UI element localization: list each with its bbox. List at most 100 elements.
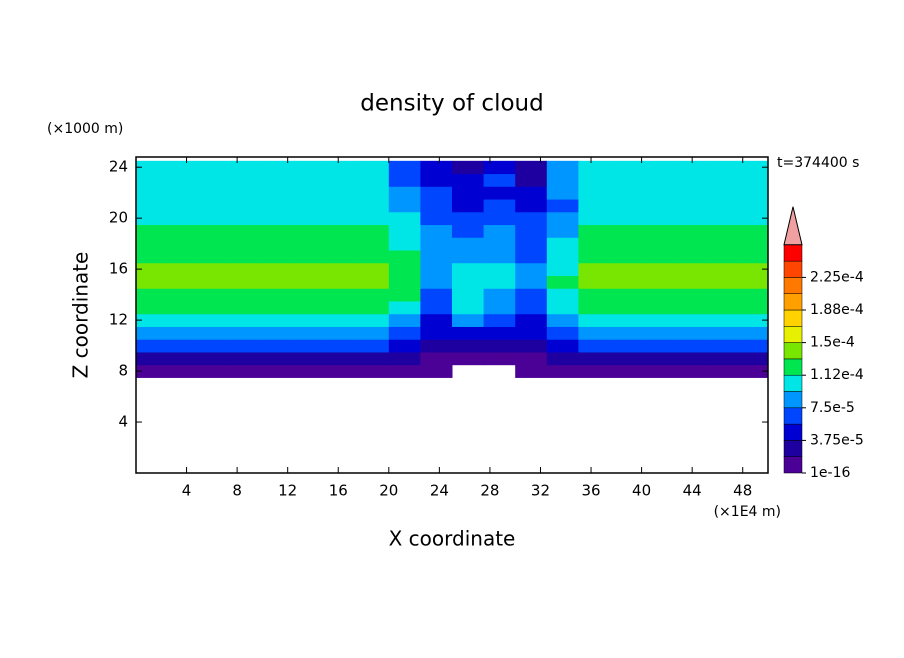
- field-cell: [325, 364, 358, 378]
- field-cell: [483, 211, 516, 226]
- field-cell: [452, 224, 485, 238]
- field-cell: [230, 224, 263, 238]
- field-cell: [325, 262, 358, 276]
- field-cell: [610, 224, 643, 238]
- colorbar-band: [783, 358, 803, 376]
- field-cell: [641, 160, 674, 175]
- field-cell: [136, 262, 169, 276]
- colorbar-tick-label: 2.25e-4: [810, 269, 864, 285]
- field-cell: [167, 160, 200, 175]
- field-cell: [199, 237, 232, 251]
- x-tick-label: 16: [329, 482, 348, 500]
- field-cell: [230, 364, 263, 378]
- field-cell: [515, 173, 548, 187]
- field-cell: [357, 326, 390, 340]
- colorbar-tick-label: 1.5e-4: [810, 335, 855, 351]
- colorbar-over: [783, 206, 803, 246]
- field-cell: [136, 211, 169, 226]
- field-cell: [357, 250, 390, 264]
- field-cell: [515, 313, 548, 327]
- field-cell: [483, 313, 516, 327]
- field-cell: [546, 364, 579, 378]
- field-cell: [325, 313, 358, 327]
- field-cell: [610, 211, 643, 226]
- field-cell: [515, 250, 548, 264]
- field-cell: [641, 339, 674, 353]
- field-cell: [230, 199, 263, 213]
- field-cell: [357, 339, 390, 353]
- field-cell: [736, 364, 768, 378]
- field-cell: [515, 275, 548, 289]
- field-cell: [420, 237, 453, 251]
- field-cell: [641, 364, 674, 378]
- field-cell: [610, 300, 643, 315]
- field-cell: [262, 288, 295, 302]
- field-cell: [136, 224, 169, 238]
- field-cell: [641, 173, 674, 187]
- field-cell: [704, 288, 737, 302]
- colorbar-band: [783, 293, 803, 311]
- field-cell: [704, 364, 737, 378]
- field-cell: [483, 186, 516, 200]
- field-cell: [704, 237, 737, 251]
- field-cell: [199, 313, 232, 327]
- field-cell: [388, 160, 421, 175]
- y-tick-label: 8: [118, 362, 128, 380]
- field-cell: [736, 275, 768, 289]
- field-cell: [294, 199, 327, 213]
- field-cell: [610, 351, 643, 366]
- field-cell: [704, 313, 737, 327]
- colorbar-band: [783, 407, 803, 425]
- field-cell: [294, 250, 327, 264]
- field-cell: [704, 199, 737, 213]
- field-cell: [610, 262, 643, 276]
- field-cell: [546, 199, 579, 213]
- field-cell: [262, 173, 295, 187]
- field-cell: [736, 224, 768, 238]
- field-cell: [199, 339, 232, 353]
- field-cell: [262, 275, 295, 289]
- colorbar-tick-label: 1.12e-4: [810, 367, 864, 383]
- field-cell: [357, 186, 390, 200]
- field-cell: [483, 288, 516, 302]
- field-cell: [262, 313, 295, 327]
- y-tick-label: 4: [118, 413, 128, 431]
- field-cell: [388, 173, 421, 187]
- field-cell: [167, 326, 200, 340]
- colorbar-tick-label: 3.75e-5: [810, 432, 864, 448]
- field-cell: [388, 211, 421, 226]
- x-tick-label: 12: [278, 482, 297, 500]
- field-cell: [483, 300, 516, 315]
- field-cell: [704, 326, 737, 340]
- field-cell: [704, 224, 737, 238]
- field-cell: [388, 262, 421, 276]
- field-cell: [262, 186, 295, 200]
- field-cell: [515, 300, 548, 315]
- field-cell: [294, 186, 327, 200]
- field-cell: [641, 262, 674, 276]
- colorbar-band: [783, 326, 803, 343]
- field-cell: [483, 351, 516, 366]
- field-cell: [357, 262, 390, 276]
- field-cell: [262, 351, 295, 366]
- field-cell: [136, 339, 169, 353]
- field-cell: [420, 173, 453, 187]
- field-cell: [483, 262, 516, 276]
- field-cell: [452, 250, 485, 264]
- field-cell: [199, 199, 232, 213]
- field-cell: [578, 364, 611, 378]
- field-cell: [167, 186, 200, 200]
- field-cell: [578, 288, 611, 302]
- x-tick-label: 36: [581, 482, 600, 500]
- field-cell: [388, 224, 421, 238]
- field-cell: [357, 173, 390, 187]
- field-cell: [736, 262, 768, 276]
- field-cell: [641, 250, 674, 264]
- field-cell: [673, 364, 706, 378]
- field-cell: [736, 186, 768, 200]
- field-cell: [673, 262, 706, 276]
- field-cell: [262, 300, 295, 315]
- field-cell: [357, 313, 390, 327]
- field-cell: [294, 237, 327, 251]
- field-cell: [546, 300, 579, 315]
